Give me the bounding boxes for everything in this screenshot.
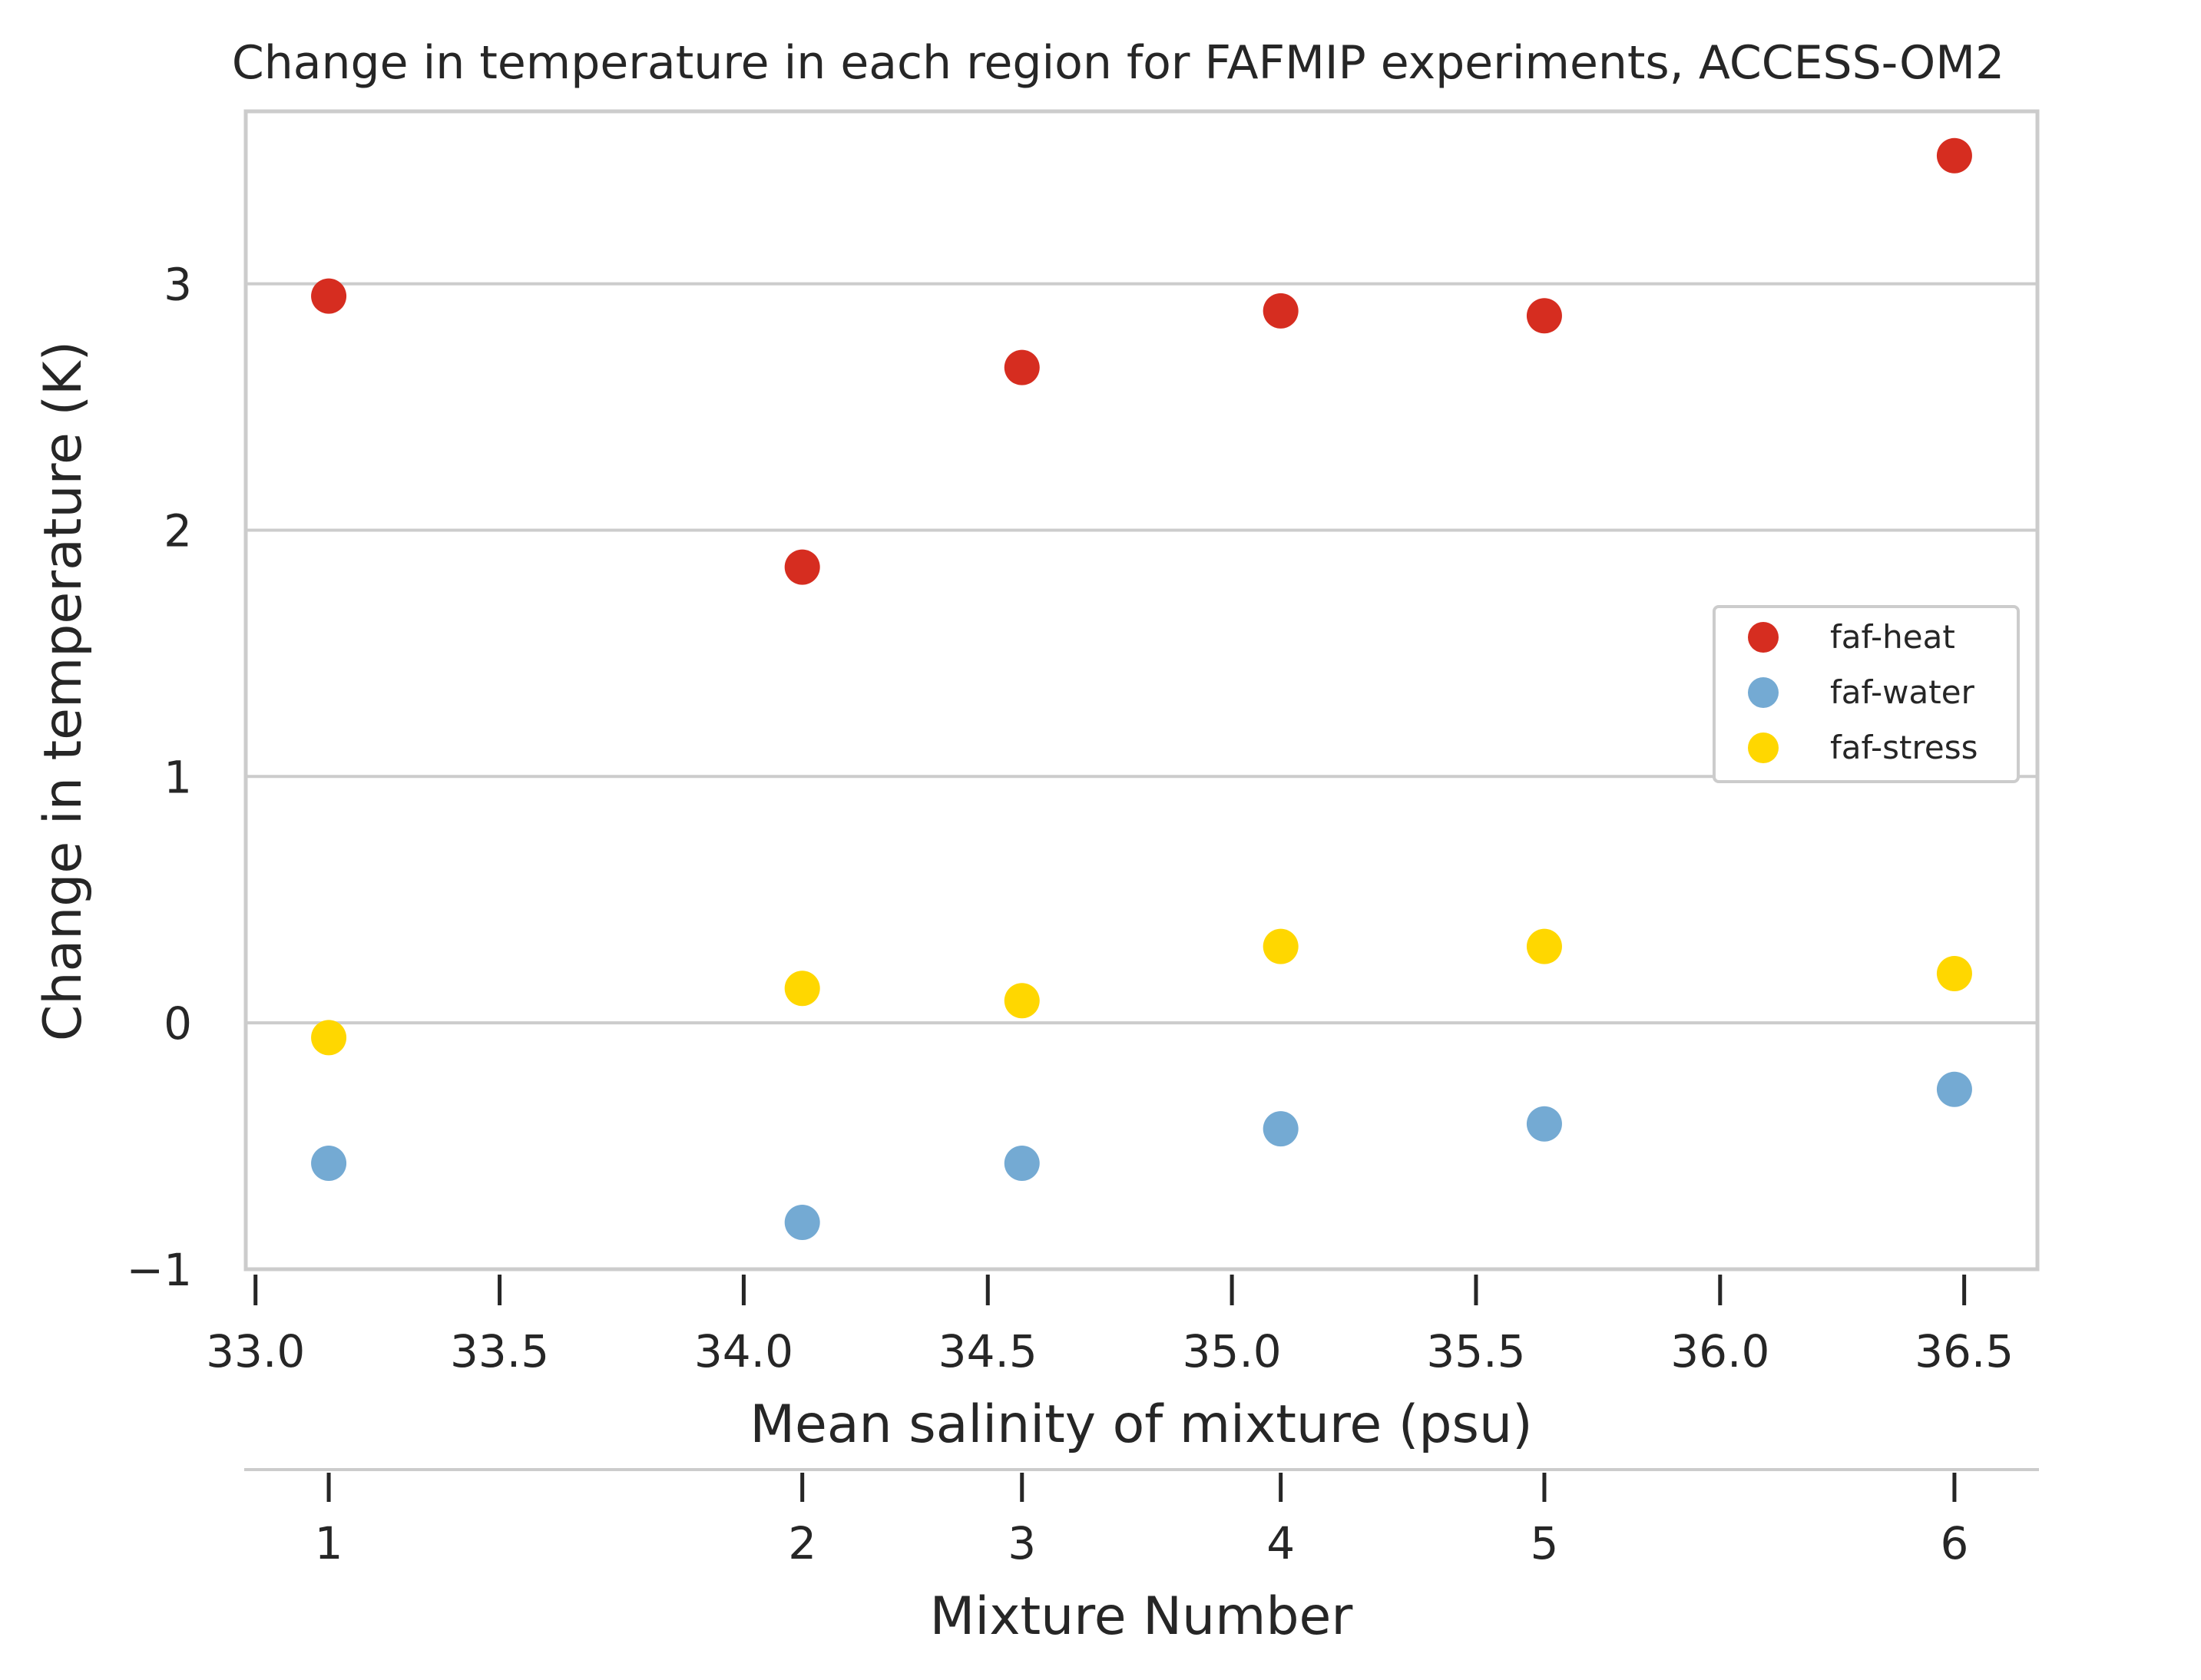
y-tick-label: 3: [164, 259, 192, 311]
faf-stress-point: [1004, 983, 1040, 1019]
faf-water-point: [784, 1205, 820, 1241]
faf-stress-point: [1526, 928, 1562, 964]
y-tick-label: −1: [127, 1244, 193, 1296]
faf-heat-point: [1263, 293, 1299, 329]
legend-marker-faf-stress: [1748, 733, 1779, 763]
y-axis-label: Change in temperature (K): [33, 341, 94, 1041]
faf-water-point: [311, 1146, 347, 1182]
faf-stress-point: [784, 971, 820, 1007]
x-tick-label: 34.5: [938, 1325, 1038, 1377]
faf-water-point: [1004, 1146, 1040, 1182]
x-axis-ticks: 33.0 33.5 34.0 34.5 35.0 35.5 36.0 36.5: [206, 1275, 2014, 1377]
faf-stress-point: [311, 1020, 347, 1056]
secondary-x-tick-label: 6: [1940, 1517, 1968, 1569]
secondary-x-tick-label: 5: [1530, 1517, 1558, 1569]
faf-heat-point: [1936, 137, 1972, 174]
faf-water-point: [1936, 1071, 1972, 1107]
faf-water-point: [1263, 1111, 1299, 1147]
secondary-x-axis-ticks: 1 2 3 4 5 6: [315, 1473, 1968, 1569]
legend-label: faf-heat: [1830, 618, 1955, 656]
secondary-x-tick-label: 4: [1266, 1517, 1295, 1569]
faf-heat-point: [311, 278, 347, 314]
x-tick-label: 34.0: [694, 1325, 793, 1377]
faf-stress-point: [1263, 928, 1299, 964]
y-axis-ticks: −1 0 1 2 3: [127, 259, 193, 1296]
x-tick-label: 33.5: [450, 1325, 549, 1377]
secondary-x-tick-label: 1: [315, 1517, 343, 1569]
faf-heat-point: [1526, 298, 1562, 334]
y-tick-label: 1: [164, 751, 192, 803]
legend-label: faf-water: [1830, 673, 1975, 711]
legend-entries: faf-heat faf-water faf-stress: [1748, 618, 1978, 766]
y-tick-label: 2: [164, 504, 192, 557]
legend-marker-faf-water: [1748, 677, 1779, 708]
faf-water-point: [1526, 1106, 1562, 1142]
legend: faf-heat faf-water faf-stress: [1713, 605, 2020, 783]
faf-heat-point: [1004, 349, 1040, 385]
faf-stress-point: [1936, 955, 1972, 991]
x-tick-label: 35.5: [1426, 1325, 1525, 1377]
x-tick-label: 36.0: [1670, 1325, 1769, 1377]
x-tick-label: 35.0: [1183, 1325, 1282, 1377]
secondary-x-tick-label: 2: [788, 1517, 816, 1569]
x-tick-label: 36.5: [1915, 1325, 2014, 1377]
chart-title: Change in temperature in each region for…: [232, 36, 2004, 90]
x-tick-label: 33.0: [206, 1325, 305, 1377]
faf-heat-point: [784, 549, 820, 585]
legend-label: faf-stress: [1830, 729, 1978, 766]
y-tick-label: 0: [164, 997, 192, 1050]
x-axis-label: Mean salinity of mixture (psu): [750, 1394, 1532, 1455]
legend-marker-faf-heat: [1748, 622, 1779, 653]
secondary-x-axis-label: Mixture Number: [930, 1586, 1353, 1647]
plot-frame: [243, 109, 2040, 1272]
legend-frame: [1713, 605, 2020, 783]
secondary-x-tick-label: 3: [1008, 1517, 1036, 1569]
scatter-points: [311, 137, 1972, 1241]
